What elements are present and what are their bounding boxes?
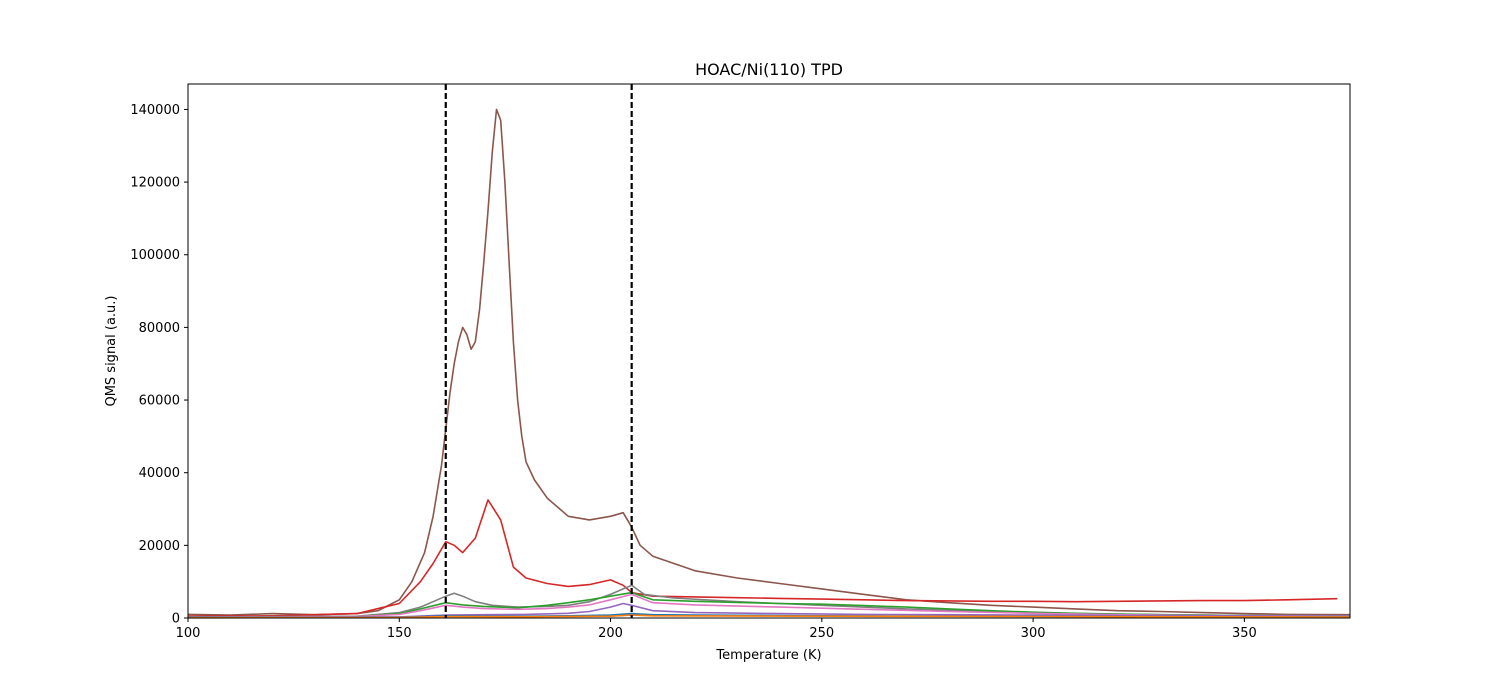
marker-lines: [444, 84, 633, 618]
x-tick-label: 350: [1232, 626, 1257, 641]
x-axis-ticks: 100 150 200 250 300 350: [176, 618, 1257, 641]
y-tick-label: 120000: [130, 176, 180, 191]
y-tick-label: 100000: [130, 248, 180, 263]
series-line-2: [187, 499, 1338, 617]
y-tick-label: 0: [172, 612, 180, 627]
chart-title: HOAC/Ni(110) TPD: [695, 60, 843, 79]
x-tick-label: 200: [598, 626, 623, 641]
y-tick-label: 20000: [139, 539, 180, 554]
y-tick-label: 40000: [139, 466, 180, 481]
x-tick-label: 300: [1021, 626, 1046, 641]
series-layer: [187, 108, 1351, 619]
y-tick-label: 60000: [139, 394, 180, 409]
series-line-3: [187, 584, 1351, 618]
x-tick-label: 250: [809, 626, 834, 641]
series-line-5: [187, 593, 1351, 619]
series-line-1: [187, 108, 1351, 616]
x-axis-title: Temperature (K): [715, 648, 821, 663]
x-tick-label: 100: [176, 626, 201, 641]
y-tick-label: 80000: [139, 321, 180, 336]
y-axis-title: QMS signal (a.u.): [104, 295, 119, 406]
series-line-6: [187, 602, 1351, 619]
x-tick-label: 150: [387, 626, 412, 641]
y-tick-label: 140000: [130, 103, 180, 118]
y-axis-ticks: 0 20000 40000 60000 80000 100000 120000 140000: [130, 103, 188, 627]
plot-frame: [187, 83, 1351, 619]
